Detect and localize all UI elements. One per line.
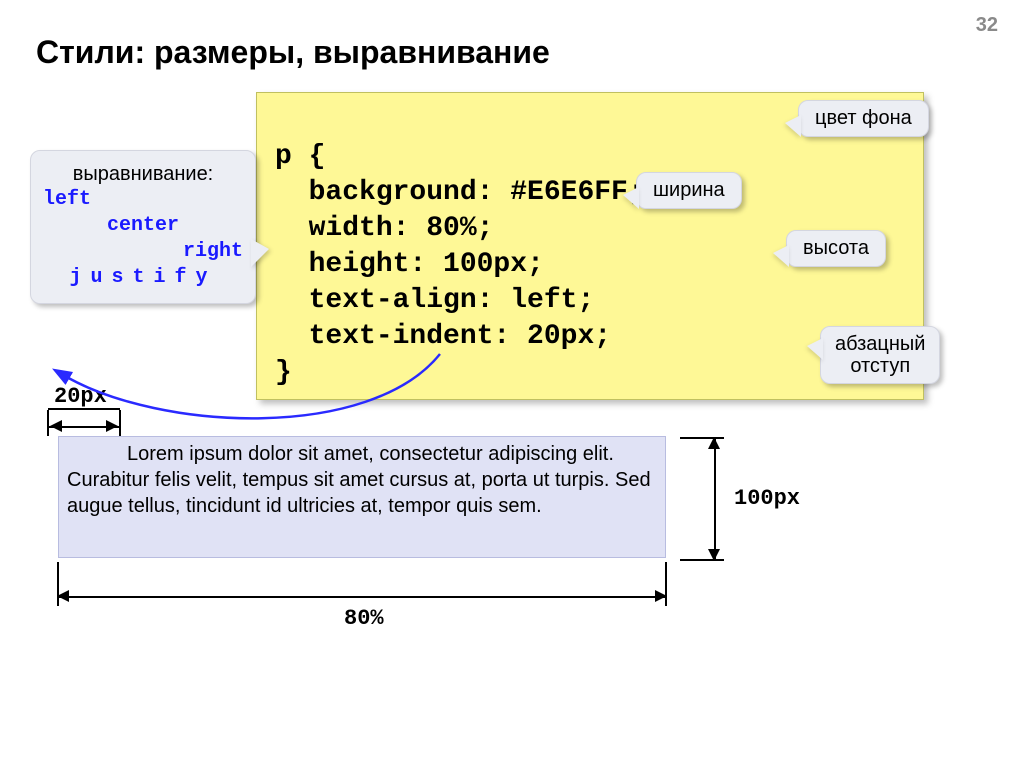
arrowhead-icon: [708, 549, 720, 561]
dim-line-100px: [714, 437, 716, 561]
callout-tail-icon: [807, 338, 823, 360]
callout-indent: абзацный отступ: [820, 326, 940, 384]
dim-tick: [47, 410, 49, 436]
callout-text: ширина: [653, 179, 725, 201]
code-line: background: #E6E6FF;: [275, 175, 905, 211]
code-line: p {: [275, 139, 905, 175]
callout-tail-icon: [773, 245, 789, 267]
arrowhead-icon: [57, 590, 69, 602]
callout-width: ширина: [636, 172, 742, 209]
align-right: right: [43, 239, 243, 265]
align-left: left: [43, 187, 243, 213]
arrowhead-icon: [106, 420, 118, 432]
dim-line-80pct: [57, 596, 667, 598]
dim-underline: [48, 408, 120, 410]
align-justify: justify: [43, 265, 243, 291]
dim-100px-label: 100px: [734, 486, 800, 511]
align-center: center: [43, 213, 243, 239]
sample-paragraph: Lorem ipsum dolor sit amet, consectetur …: [58, 436, 666, 558]
dim-20px-label: 20px: [54, 384, 107, 409]
alignment-header: выравнивание:: [43, 161, 243, 187]
dim-tick: [119, 410, 121, 436]
callout-text: отступ: [835, 355, 925, 377]
callout-text: абзацный: [835, 333, 925, 355]
slide-title: Стили: размеры, выравнивание: [36, 34, 550, 71]
arrowhead-icon: [50, 420, 62, 432]
sample-text: Lorem ipsum dolor sit amet, consectetur …: [67, 443, 651, 517]
slide: 32 Стили: размеры, выравнивание p { back…: [0, 0, 1024, 767]
arrowhead-icon: [655, 590, 667, 602]
code-line: }: [275, 355, 905, 391]
dim-80pct-label: 80%: [344, 606, 384, 631]
page-number: 32: [976, 14, 998, 37]
arrowhead-icon: [708, 437, 720, 449]
callout-bg-color: цвет фона: [798, 100, 929, 137]
callout-text: цвет фона: [815, 107, 912, 129]
callout-height: высота: [786, 230, 886, 267]
code-line: text-align: left;: [275, 283, 905, 319]
callout-tail-icon: [251, 239, 269, 267]
alignment-callout: выравнивание: left center right justify: [30, 150, 256, 304]
callout-tail-icon: [623, 187, 639, 209]
callout-tail-icon: [785, 115, 801, 137]
callout-text: высота: [803, 237, 869, 259]
